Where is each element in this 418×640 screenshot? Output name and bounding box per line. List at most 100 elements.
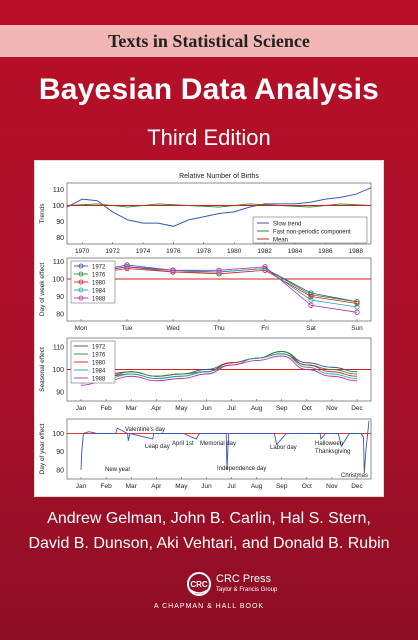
chart-3-xtick-label: Jun [201, 405, 212, 412]
chart-1-legend-label: Mean [273, 237, 288, 243]
chart-3-xtick-label: Oct [302, 405, 312, 412]
chart-1-xtick-label: 1982 [257, 248, 272, 255]
publisher-group: Taylor & Francis Group [216, 587, 278, 593]
chart-4-xtick-label: Jan [76, 483, 87, 490]
crc-logo-text: CRC [190, 580, 208, 589]
chart-4-xtick-label: Oct [302, 483, 312, 490]
chart-4-annotation: Labor day [270, 445, 297, 451]
chart-2-ytick-label: 90 [56, 294, 64, 301]
chart-1-ytick-label: 100 [52, 203, 64, 210]
chart-3-series-line [80, 353, 358, 384]
chart-3-ytick-label: 100 [52, 367, 64, 374]
chart-1-xtick-label: 1980 [227, 248, 242, 255]
chart-3-ylabel: Seasonal effect [39, 347, 46, 392]
chart-2-series-line [80, 266, 358, 313]
chart-1-title: Relative Number of Births [179, 173, 259, 180]
chart-2-legend-marker [78, 279, 84, 285]
chart-3-ytick-label: 110 [53, 345, 64, 352]
chart-4-annotation: New year [105, 467, 130, 473]
chart-3-xtick-label: May [175, 405, 188, 412]
chart-3-xtick-label: Jul [227, 405, 236, 412]
chart-4-xtick-label: Apr [151, 483, 162, 490]
chart-2-point [308, 293, 314, 300]
chart-2-ytick-label: 100 [52, 277, 64, 284]
chart-2-point [216, 271, 222, 277]
chart-4-series-line [80, 420, 370, 474]
chart-1-legend-box [252, 216, 368, 244]
figure-svg: Relative Number of Births 80 90 100 110 1970 1… [39, 173, 372, 490]
publisher-imprint: A CHAPMAN & HALL BOOK [153, 603, 265, 610]
chart-2-legend-label: 1980 [92, 280, 106, 286]
chart-3-legend-label: 1984 [92, 368, 106, 374]
chart-4-annotation: Halloween [315, 441, 343, 447]
chart-1-xtick-label: 1988 [349, 248, 364, 255]
chart-4-frame [66, 418, 372, 480]
chart-4-annotation: Memorial day [200, 441, 236, 447]
chart-2-legend-label: 1988 [92, 296, 106, 302]
chart-3-legend-label: 1972 [92, 344, 106, 350]
chart-2-legend-marker [78, 263, 84, 269]
chart-3-xtick-label: Apr [151, 405, 162, 412]
chart-1-series-line [66, 203, 372, 208]
chart-2-point [170, 269, 176, 275]
chart-2-xtick-label: Sun [351, 325, 363, 332]
chart-3-xtick-label: Feb [100, 405, 112, 412]
chart-4-ytick-label: 80 [56, 467, 64, 474]
chart-4-xtick-label: Aug [251, 483, 263, 490]
chart-4-annotation: Independence day [217, 466, 266, 472]
chart-3-xtick-label: Sep [276, 405, 288, 412]
chart-2-point [124, 264, 130, 270]
chart-4-annotation: April 1st [172, 441, 194, 447]
chart-1-xtick-label: 1984 [288, 248, 303, 255]
chart-2-xtick-label: Wed [166, 325, 180, 332]
chart-3-xtick-label: Jan [76, 405, 87, 412]
authors-line-1: Andrew Gelman, John B. Carlin, Hal S. St… [47, 510, 371, 527]
series-name: Texts in Statistical Science [108, 31, 310, 51]
chart-4-annotation: Christmas [341, 473, 368, 479]
chart-2-series-line [80, 268, 358, 304]
chart-1-xtick-label: 1970 [75, 248, 90, 255]
chart-2-point [262, 264, 268, 270]
chart-2-point [308, 302, 314, 308]
chart-1-xtick-label: 1974 [136, 248, 151, 255]
chart-1-xtick-label: 1986 [318, 248, 333, 255]
chart-1-ytick-label: 90 [56, 219, 64, 226]
chart-4-xtick-label: May [175, 483, 188, 490]
chart-4-xtick-label: Feb [100, 483, 112, 490]
chart-2-xtick-label: Thu [213, 325, 225, 332]
publisher-name: CRC Press [216, 573, 272, 585]
chart-2-point [354, 299, 360, 305]
chart-4-xtick-label: Sep [276, 483, 288, 490]
cover-figure: Relative Number of Births 80 90 100 110 1970 1… [34, 160, 384, 497]
chart-3-legend-label: 1976 [92, 352, 106, 358]
chart-1-ytick-label: 110 [53, 187, 64, 194]
chart-2-xtick-label: Fri [261, 325, 269, 332]
chart-3-xtick-label: Aug [251, 405, 263, 412]
chart-3-legend-label: 1980 [92, 360, 106, 366]
book-title: Bayesian Data Analysis [38, 73, 380, 106]
chart-2-xtick-label: Tue [122, 325, 133, 332]
chart-2-point [308, 297, 314, 303]
chart-1-ylabel: Trends [39, 203, 46, 224]
chart-2-point [308, 292, 314, 298]
chart-1-xtick-label: 1976 [166, 248, 181, 255]
chart-2-point [216, 269, 222, 275]
chart-4-xtick-label: Mar [126, 483, 138, 490]
chart-1-xtick-label: 1978 [197, 248, 212, 255]
chart-4-xtick-label: Nov [326, 483, 338, 490]
chart-4-annotation: Valentine's day [125, 427, 165, 433]
chart-3-xtick-label: Nov [326, 405, 338, 412]
chart-4-xtick-label: Jun [201, 483, 212, 490]
chart-1-series-line [66, 187, 372, 227]
chart-3-series-line [80, 355, 358, 386]
series-band [0, 25, 418, 57]
chart-3-legend-label: 1988 [92, 376, 106, 382]
chart-2-xtick-label: Sat [306, 325, 316, 332]
chart-4-ytick-label: 90 [56, 449, 64, 456]
chart-2-legend-marker [78, 271, 84, 277]
chart-4-xtick-label: Jul [227, 483, 236, 490]
chart-1-legend-label: Slow trend [273, 221, 301, 227]
chart-2-point [170, 267, 176, 273]
chart-2-legend-label: 1972 [92, 264, 106, 270]
chart-2-point [354, 309, 360, 315]
